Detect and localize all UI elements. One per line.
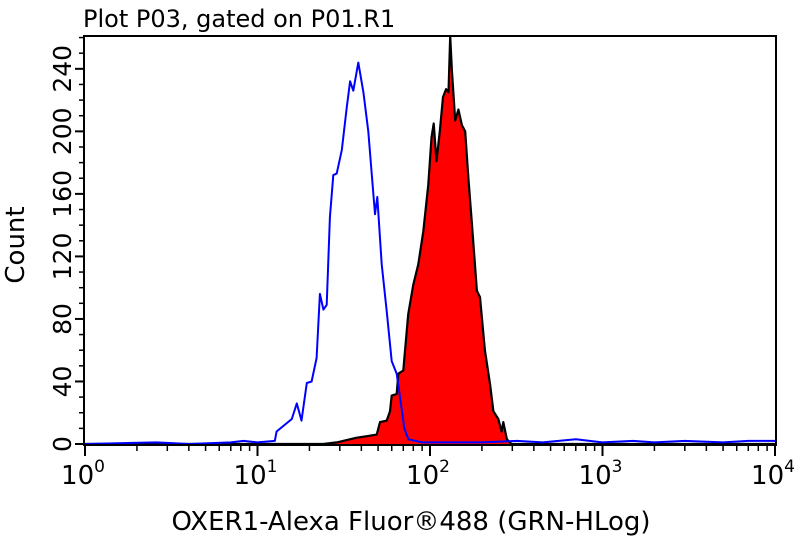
y-tick-label: 40: [48, 366, 77, 398]
y-tick-label: 240: [48, 45, 77, 93]
y-tick-label: 120: [48, 233, 77, 281]
x-tick-label: 101: [234, 457, 278, 491]
y-axis-title: Count: [1, 206, 31, 283]
y-tick-label: 0: [48, 436, 77, 452]
x-tick-label: 104: [751, 457, 795, 491]
x-axis-title: OXER1-Alexa Fluor®488 (GRN-HLog): [171, 507, 650, 537]
stained-histogram-fill: [85, 36, 775, 444]
stained-histogram-outline: [85, 34, 775, 446]
x-tick-label: 100: [61, 457, 105, 491]
x-tick-label: 103: [579, 457, 623, 491]
control-histogram-line: [84, 61, 775, 445]
chart-title: Plot P03, gated on P01.R1: [83, 5, 395, 33]
x-tick-label: 102: [406, 457, 450, 491]
y-tick-label: 80: [48, 303, 77, 335]
y-tick-label: 200: [48, 107, 77, 155]
y-tick-label: 160: [48, 170, 77, 218]
